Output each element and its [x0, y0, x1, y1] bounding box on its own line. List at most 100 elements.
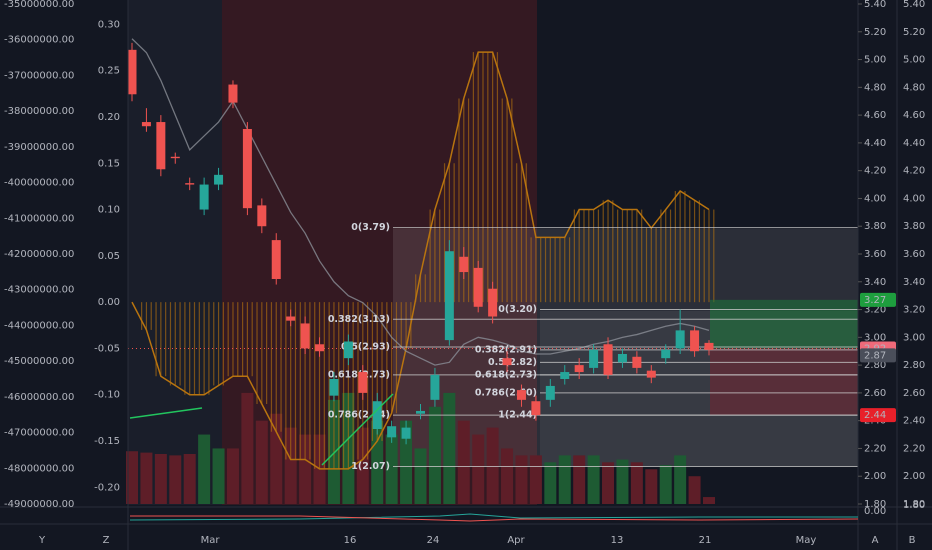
candle-body	[430, 374, 440, 400]
volume-bar	[674, 455, 687, 504]
fib-label: 0.5(2.82)	[488, 357, 537, 368]
candle-body	[473, 267, 483, 307]
y-tick-label: 5.00	[903, 55, 925, 66]
fib-label: 0.5(2.93)	[341, 342, 390, 353]
volume-bar	[501, 448, 514, 504]
x-tick-label: 24	[427, 535, 440, 546]
y-tick-label: 5.20	[864, 27, 886, 38]
volume-bar	[486, 427, 499, 504]
y2-tick-label: -44000000.00	[4, 320, 74, 331]
y3-tick-label: 0.05	[98, 251, 120, 262]
pane-line	[130, 515, 859, 522]
y2-tick-label: -36000000.00	[4, 35, 74, 46]
volume-bar	[371, 420, 384, 504]
candle-body	[257, 205, 267, 227]
pane-label: 0.00	[864, 506, 886, 517]
price-tag	[860, 292, 896, 307]
price-tag	[860, 408, 896, 423]
y-tick-label: 3.60	[903, 249, 925, 260]
y-tick-label: 1.80	[903, 499, 925, 510]
candle-body	[228, 84, 238, 103]
y3-tick-label: -0.10	[94, 390, 120, 401]
volume-bar	[602, 462, 615, 504]
volume-bar	[241, 392, 254, 504]
candle-body	[300, 323, 310, 349]
y-tick-label: 3.60	[864, 249, 886, 260]
candle-body	[199, 184, 209, 210]
fib-label: 0(3.79)	[351, 222, 390, 233]
volume-bar	[515, 455, 528, 504]
candle-body	[242, 129, 252, 209]
y2-tick-label: -43000000.00	[4, 285, 74, 296]
volume-bar	[645, 469, 658, 504]
y-tick-label: 2.20	[903, 443, 925, 454]
volume-bar	[457, 420, 470, 504]
fib-label: 1(2.44)	[498, 410, 537, 421]
y-tick-label: 3.40	[903, 277, 925, 288]
candle-body	[444, 251, 454, 341]
volume-bar	[299, 434, 312, 504]
y-tick-label: 3.80	[864, 221, 886, 232]
volume-bar	[183, 454, 196, 504]
volume-bar	[169, 455, 182, 504]
candle-body	[704, 342, 714, 350]
y2-tick-label: -41000000.00	[4, 213, 74, 224]
candle-body	[661, 349, 671, 359]
y2-tick-label: -39000000.00	[4, 142, 74, 153]
y2-tick-label: -37000000.00	[4, 70, 74, 81]
candle-body	[141, 122, 151, 127]
y-tick-label: 4.60	[864, 110, 886, 121]
y3-tick-label: 0.00	[98, 297, 120, 308]
volume-bar	[428, 406, 441, 504]
y-tick-label: 2.80	[903, 360, 925, 371]
fib-label: 0.786(2.60)	[475, 387, 537, 398]
candle-body	[156, 122, 166, 170]
volume-bar	[659, 465, 672, 504]
y3-tick-label: -0.05	[94, 343, 120, 354]
volume-bar	[703, 497, 715, 504]
volume-bar	[544, 462, 557, 504]
y3-tick-label: -0.15	[94, 436, 120, 447]
y2-tick-label: -49000000.00	[4, 499, 74, 510]
y3-tick-label: 0.15	[98, 158, 120, 169]
candle-body	[170, 156, 180, 159]
x-tick-label: May	[796, 535, 817, 546]
y-tick-label: 5.00	[864, 55, 886, 66]
y-tick-label: 2.60	[903, 388, 925, 399]
y3-tick-label: 0.10	[98, 205, 120, 216]
price-tag-label: 2.44	[864, 410, 886, 421]
candle-body	[646, 370, 656, 378]
y-tick-label: 3.00	[903, 332, 925, 343]
volume-bar	[443, 392, 456, 504]
y3-tick-label: -0.20	[94, 482, 120, 493]
volume-bar	[356, 427, 369, 504]
y2-tick-label: -35000000.00	[4, 0, 74, 10]
candle-body	[214, 174, 224, 185]
volume-bar	[587, 455, 600, 504]
corner-button: Y	[38, 535, 46, 546]
y2-tick-label: -42000000.00	[4, 249, 74, 260]
y2-tick-label: -48000000.00	[4, 463, 74, 474]
y-tick-label: 3.40	[864, 277, 886, 288]
candle-body	[545, 385, 555, 400]
oscillator-line	[131, 51, 710, 470]
trend-line	[321, 393, 394, 466]
pane-line	[129, 513, 858, 521]
ma-line	[131, 38, 710, 366]
fib-label: 1(2.07)	[351, 461, 390, 472]
volume-bar	[630, 462, 643, 504]
volume-bar	[688, 476, 701, 504]
y2-tick-label: -40000000.00	[4, 178, 74, 189]
corner-button: A	[872, 535, 879, 546]
x-tick-label: Apr	[507, 535, 525, 546]
y-tick-label: 2.40	[903, 416, 925, 427]
volume-bar	[140, 452, 153, 504]
candle-body	[329, 379, 339, 396]
corner-button: B	[909, 535, 916, 546]
y-tick-label: 2.20	[864, 443, 886, 454]
volume-bar	[226, 448, 239, 504]
fib-label: 0.786(2.44)	[328, 410, 390, 421]
y-tick-label: 3.00	[864, 332, 886, 343]
shade-dark	[128, 0, 222, 505]
